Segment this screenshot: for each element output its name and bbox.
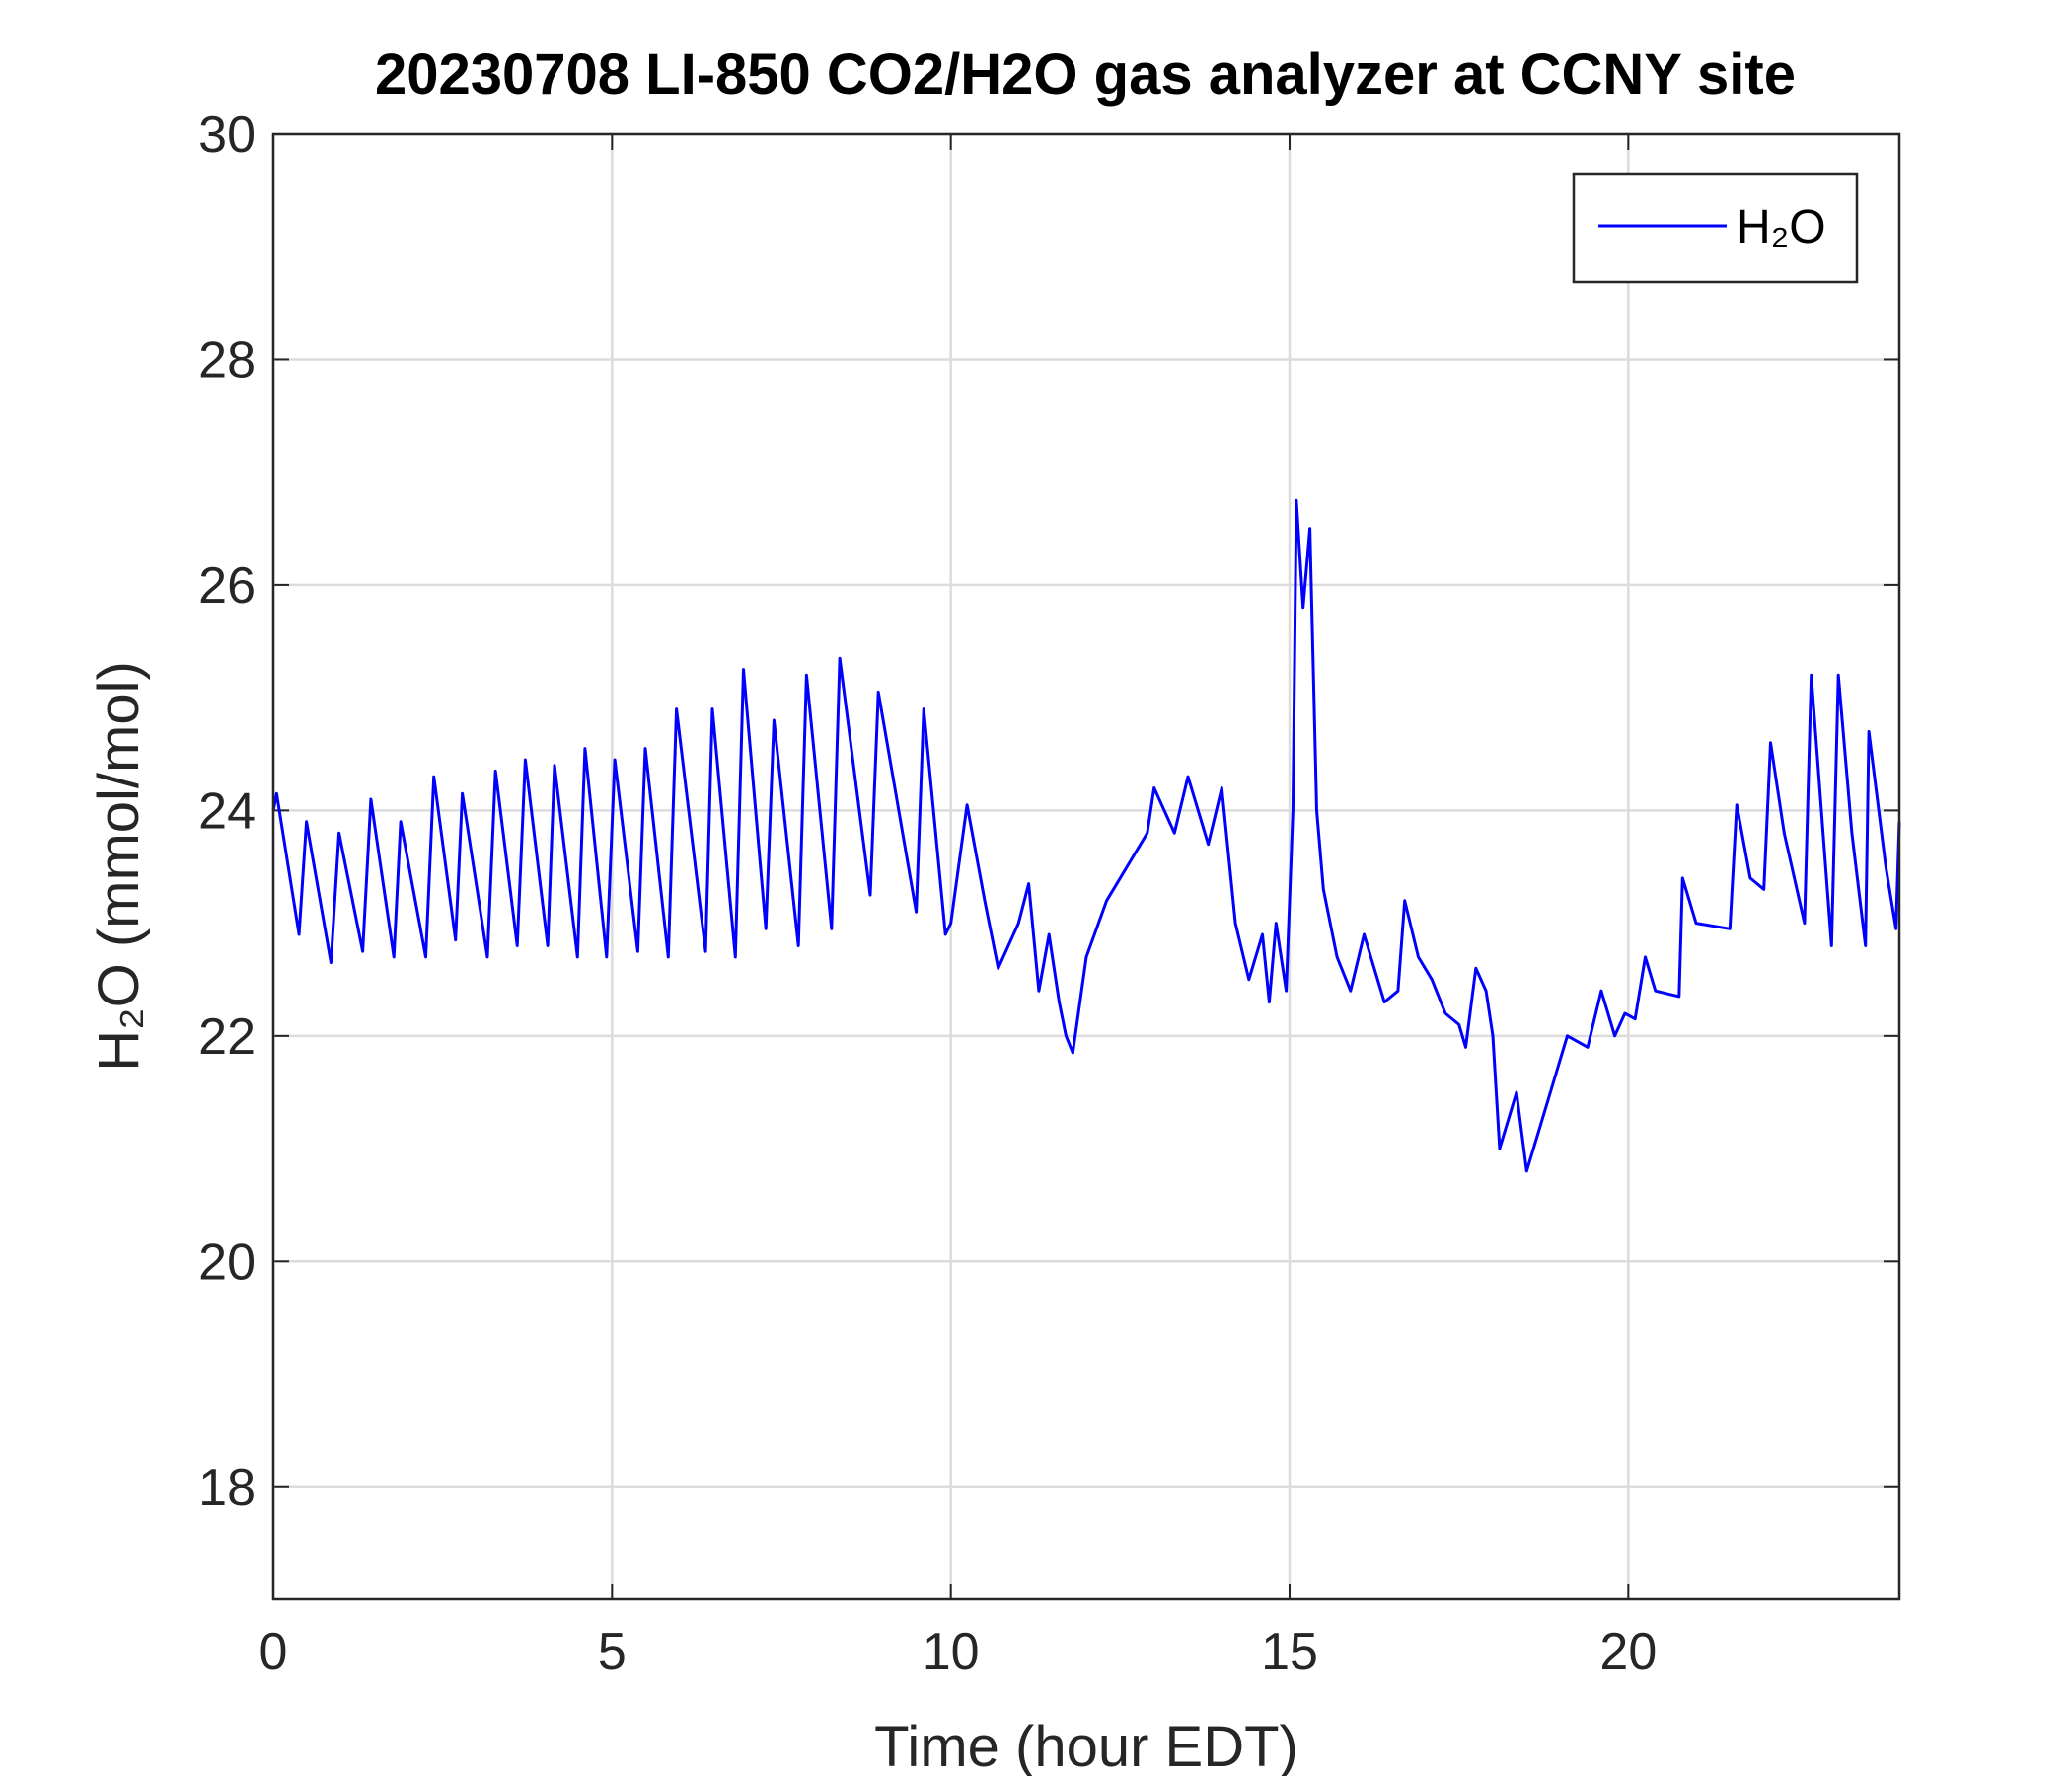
x-tick-label: 15	[1261, 1623, 1318, 1680]
x-tick-label: 20	[1599, 1623, 1657, 1680]
x-tick-label: 10	[923, 1623, 980, 1680]
y-tick-label: 24	[198, 782, 256, 840]
x-tick-label: 5	[598, 1623, 627, 1680]
plot-frame	[271, 132, 1901, 1601]
y-tick-label: 20	[198, 1233, 256, 1291]
legend-box	[1572, 172, 1859, 284]
y-tick-label: 18	[198, 1459, 256, 1517]
y-tick-label: 22	[198, 1008, 256, 1066]
chart-title: 20230708 LI-850 CO2/H2O gas analyzer at …	[375, 42, 1796, 107]
y-tick-label: 30	[198, 107, 256, 164]
y-tick-label: 28	[198, 332, 256, 389]
x-tick-label: 0	[259, 1623, 288, 1680]
legend-label: H₂O	[1737, 201, 1826, 254]
data-line	[271, 498, 1901, 1173]
y-axis-label: H₂O (mmol/mol)	[87, 661, 151, 1072]
x-axis-label: Time (hour EDT)	[874, 1715, 1298, 1776]
y-tick-label: 26	[198, 557, 256, 615]
